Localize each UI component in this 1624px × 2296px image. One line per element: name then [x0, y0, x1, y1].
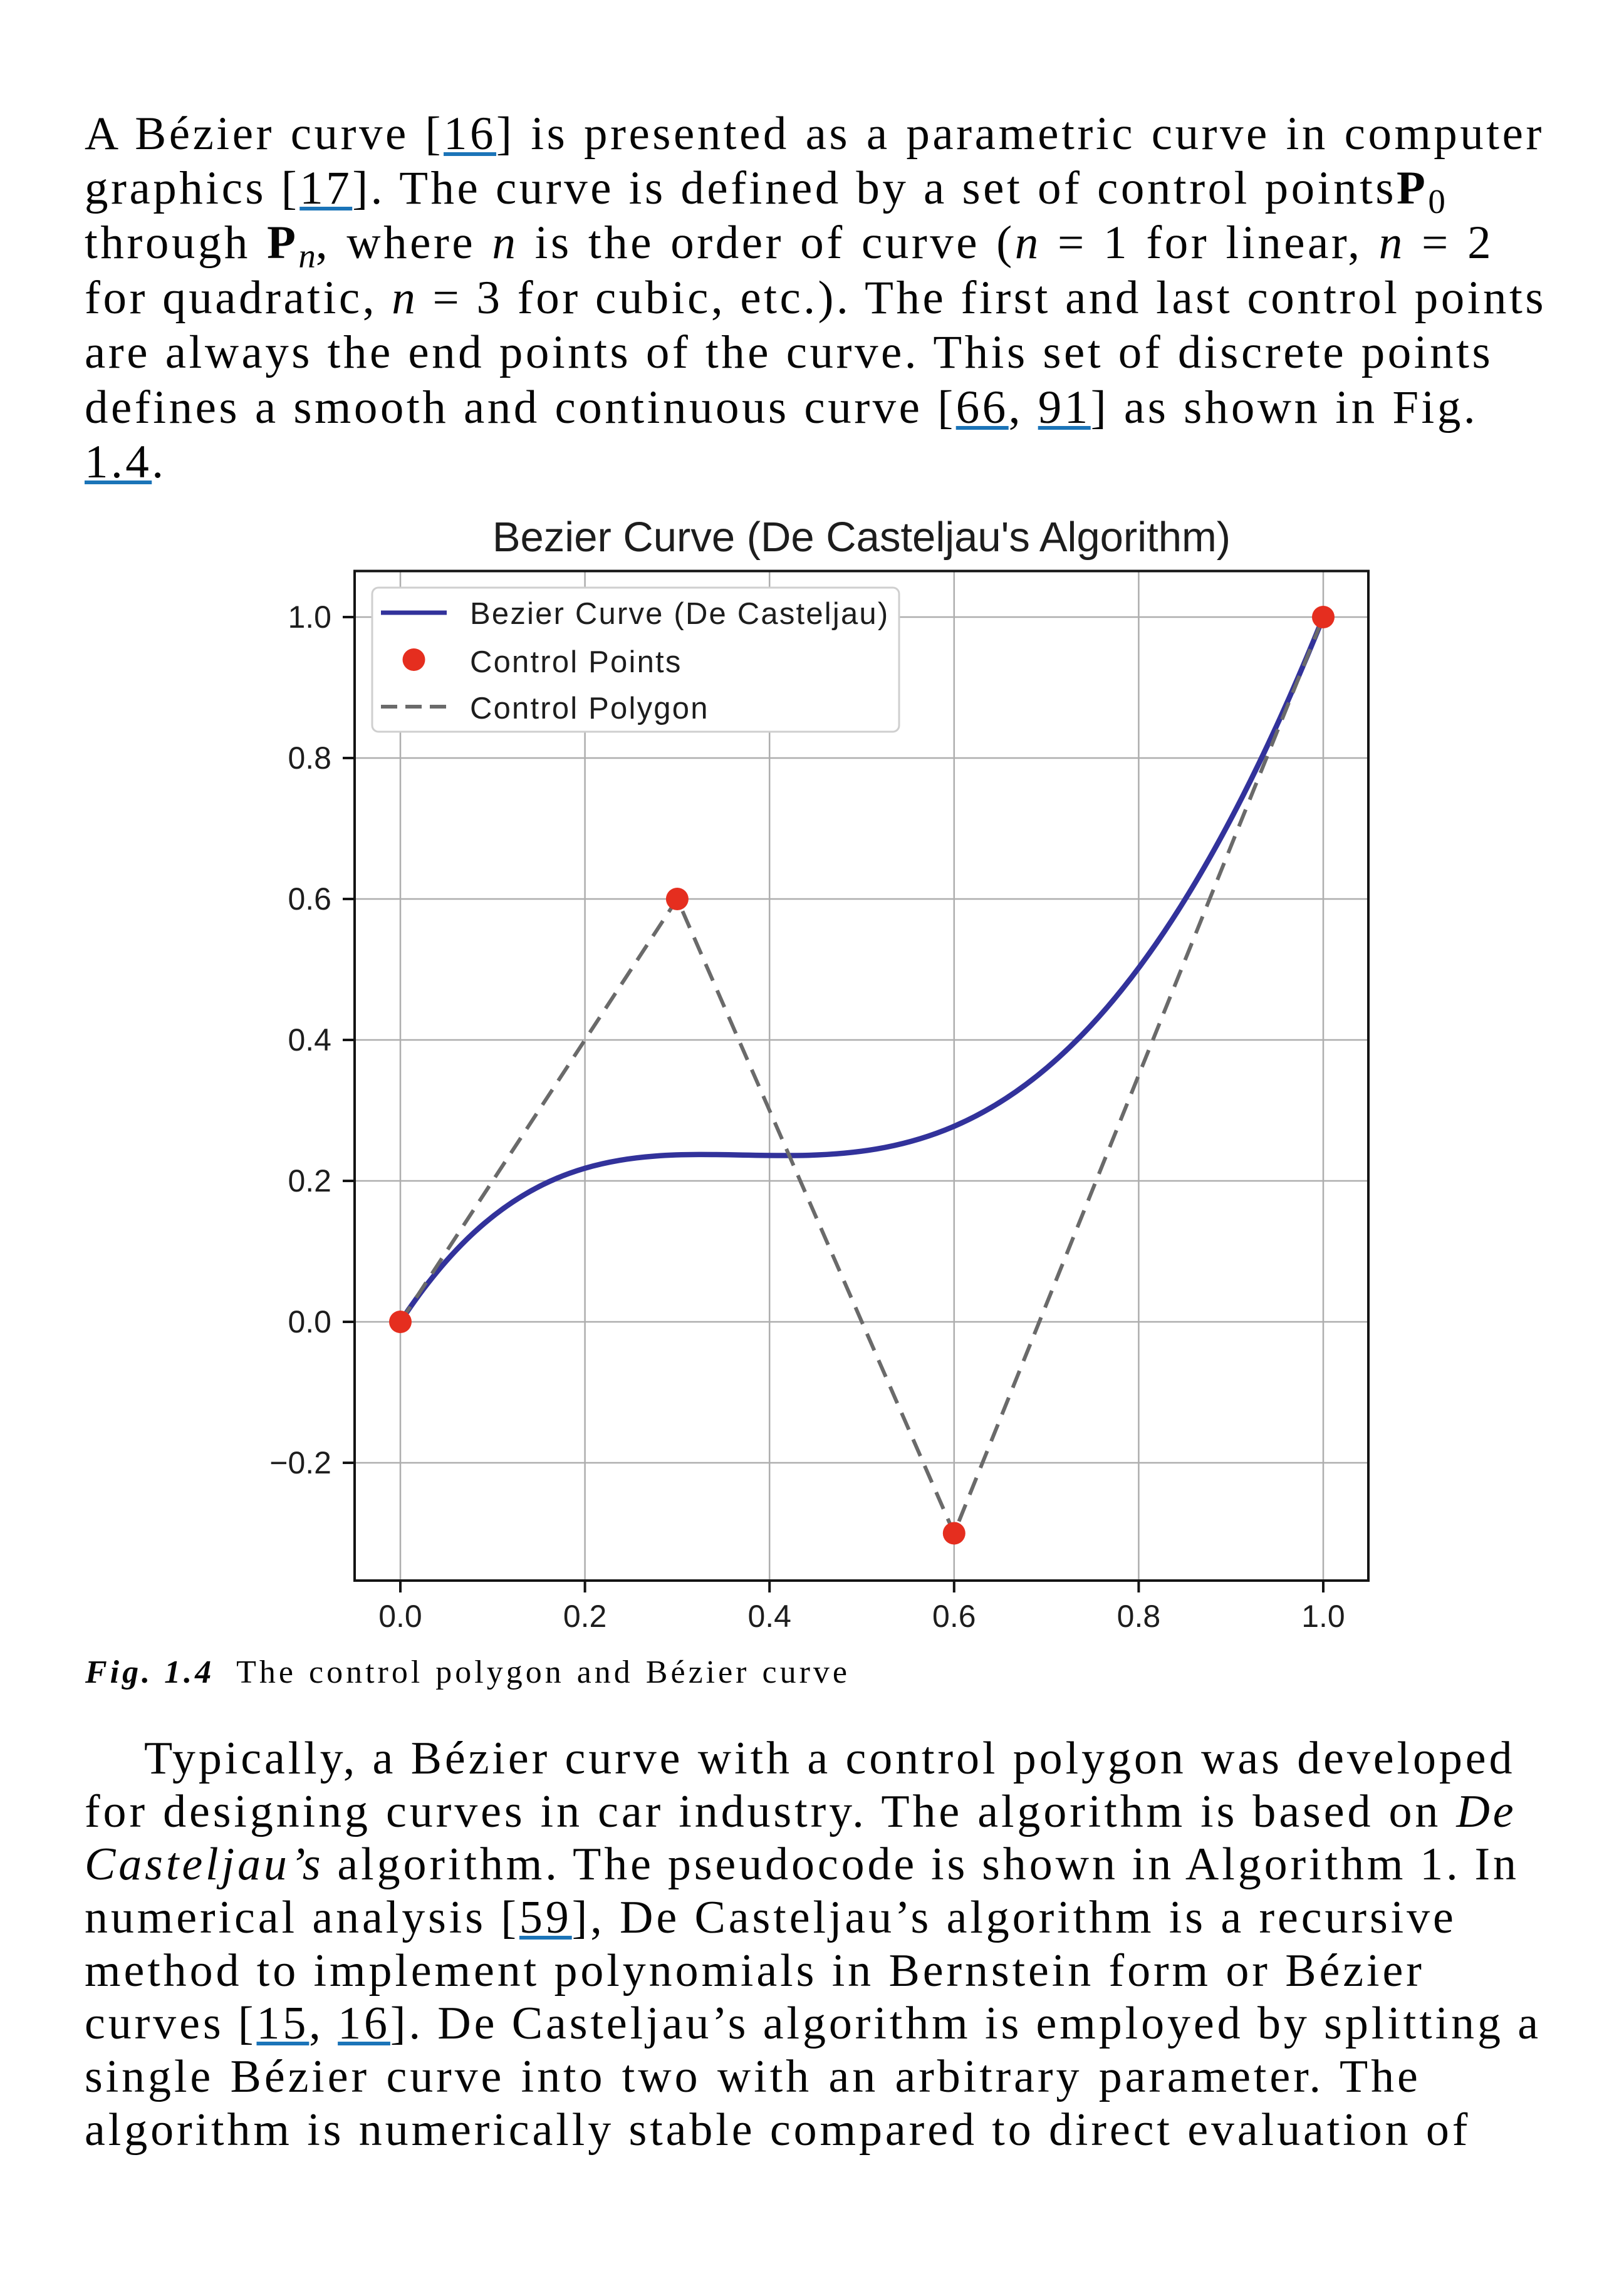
- svg-text:0.2: 0.2: [563, 1599, 607, 1634]
- svg-text:Bezier Curve (De Casteljau's A: Bezier Curve (De Casteljau's Algorithm): [492, 514, 1231, 561]
- svg-text:0.6: 0.6: [288, 881, 331, 917]
- svg-text:0.8: 0.8: [1117, 1599, 1161, 1634]
- svg-text:0.2: 0.2: [288, 1163, 331, 1198]
- svg-text:0.0: 0.0: [288, 1304, 331, 1339]
- svg-text:0.6: 0.6: [932, 1599, 976, 1634]
- svg-text:Bezier Curve (De Casteljau): Bezier Curve (De Casteljau): [470, 597, 889, 631]
- svg-text:0.4: 0.4: [747, 1599, 791, 1634]
- svg-text:Control Points: Control Points: [470, 645, 682, 679]
- svg-text:0.4: 0.4: [288, 1022, 331, 1057]
- svg-text:1.0: 1.0: [288, 600, 331, 635]
- svg-text:0.0: 0.0: [378, 1599, 422, 1634]
- svg-text:Control Polygon: Control Polygon: [470, 692, 709, 725]
- svg-text:−0.2: −0.2: [269, 1445, 331, 1480]
- svg-text:0.8: 0.8: [288, 740, 331, 776]
- svg-text:1.0: 1.0: [1301, 1599, 1345, 1634]
